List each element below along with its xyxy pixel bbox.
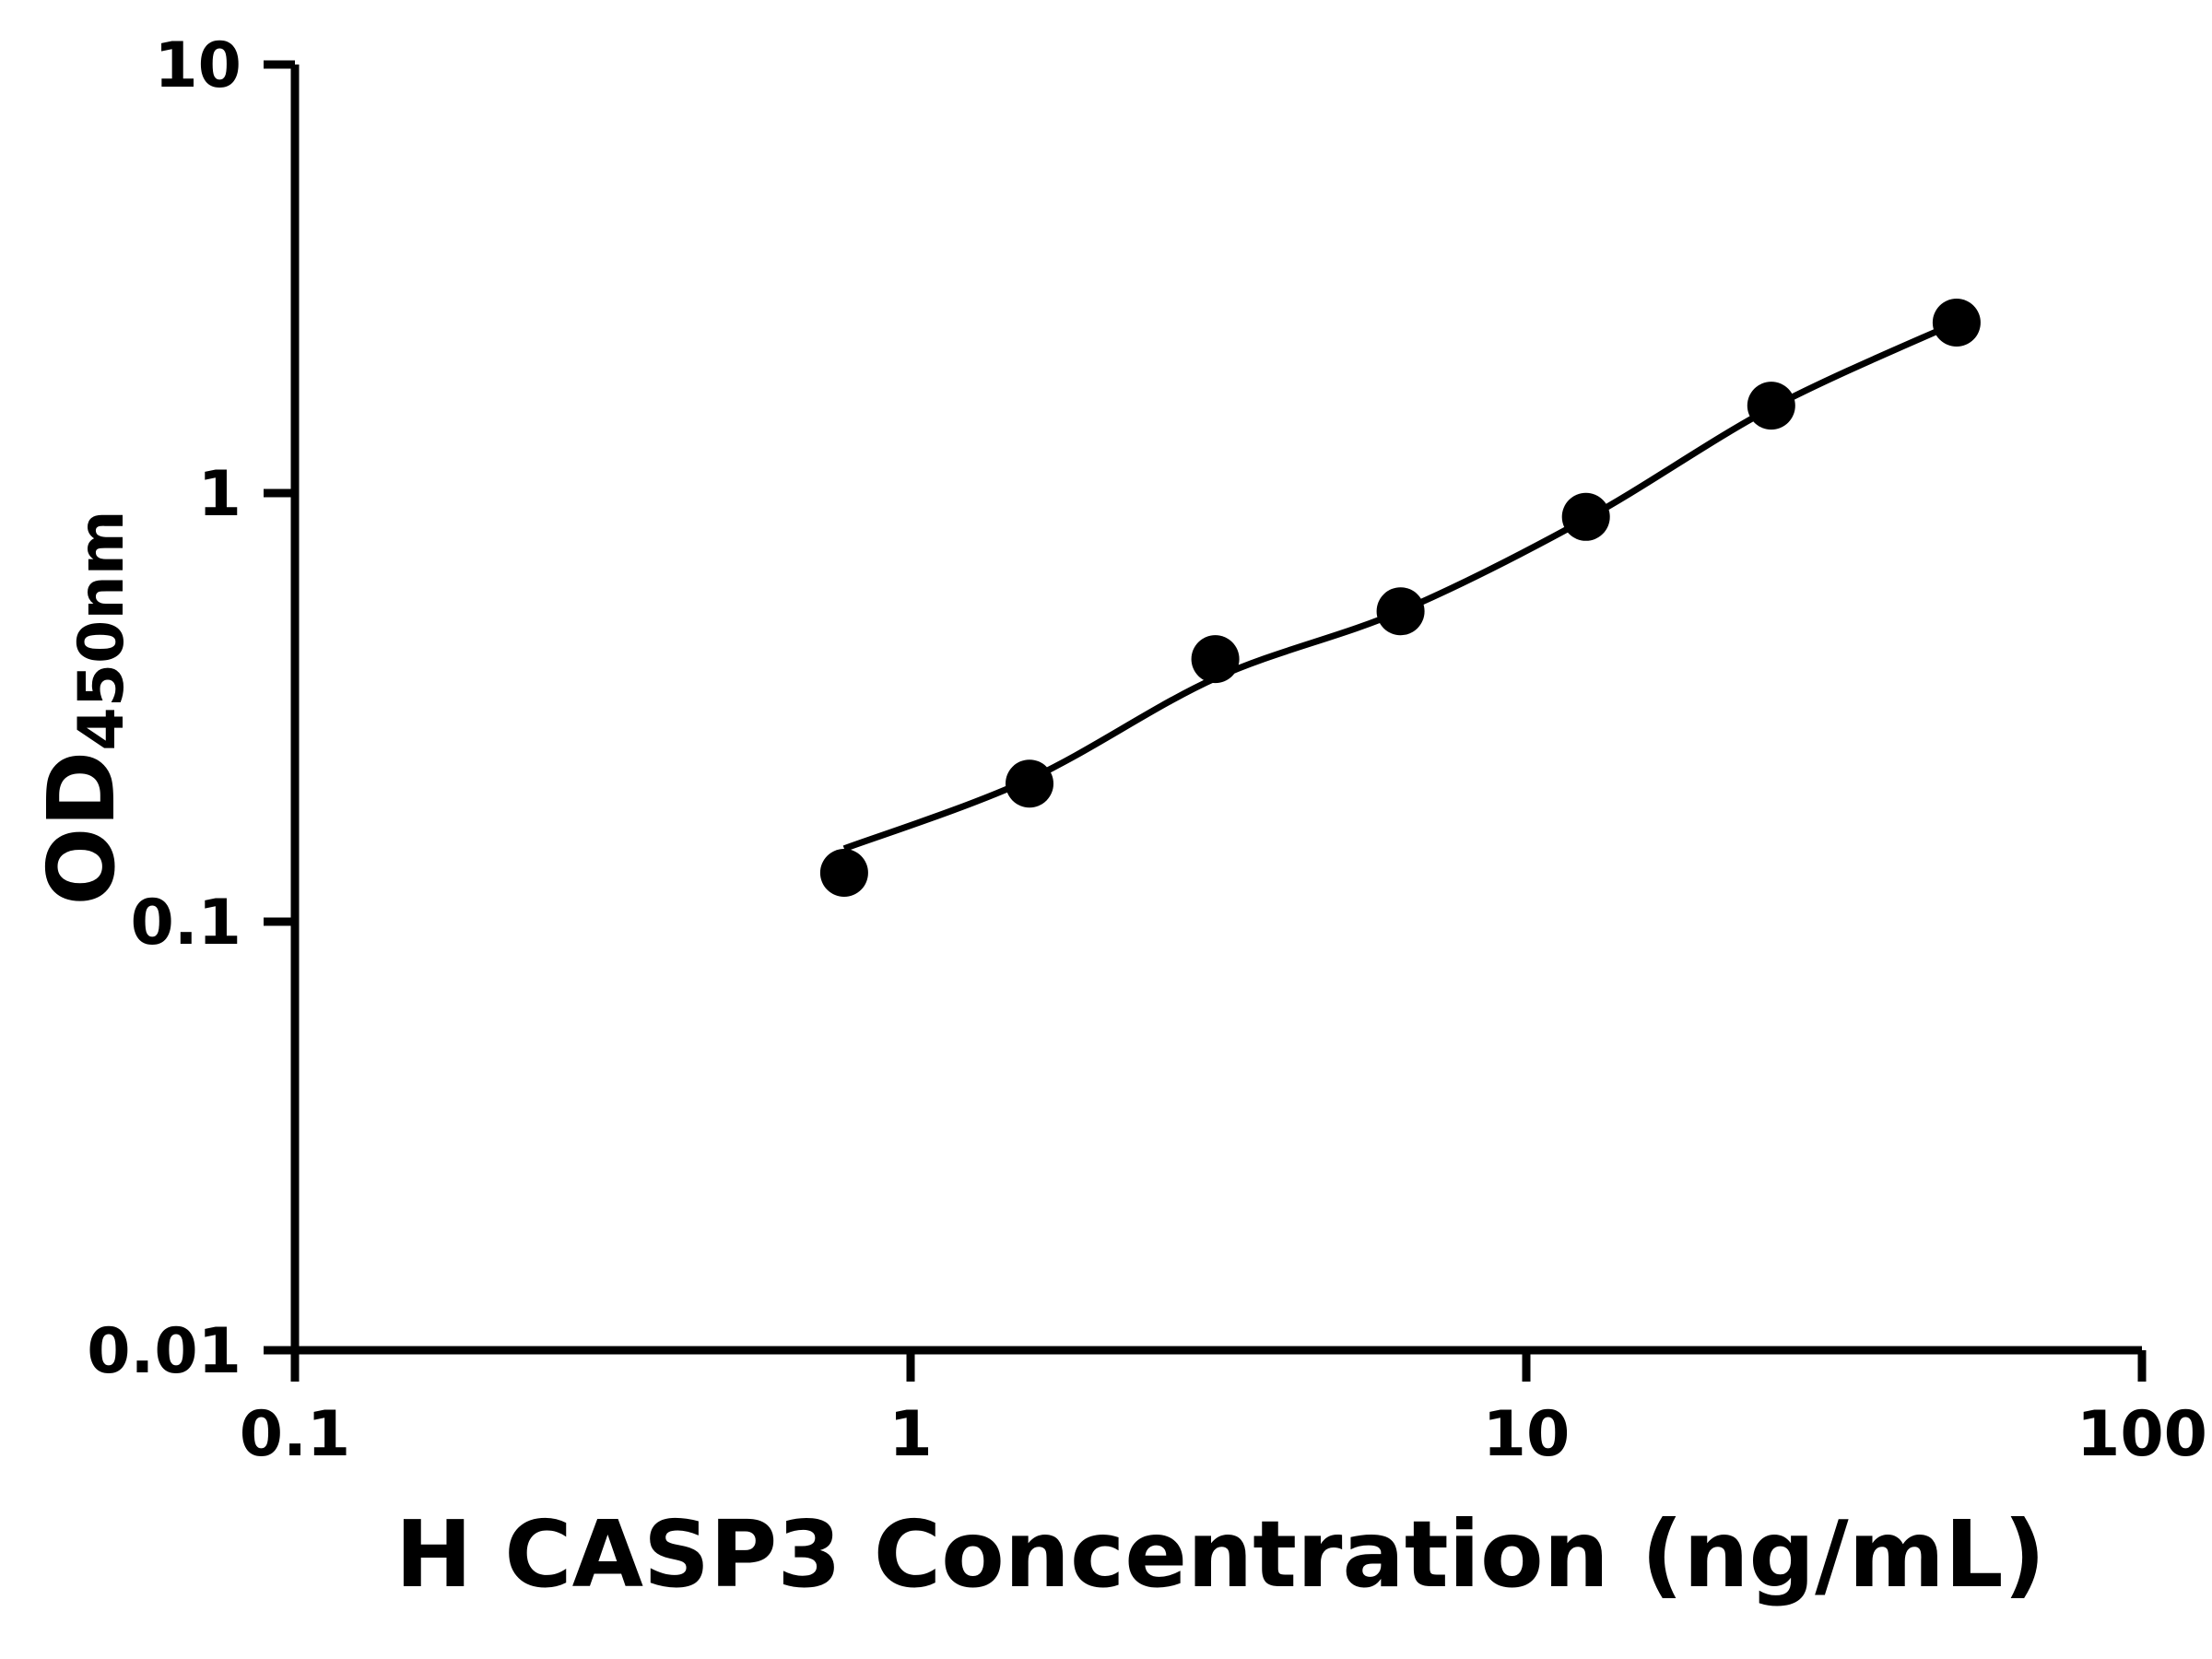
y-axis-tick-label: 1 [198, 458, 241, 531]
x-axis-tick-label: 1 [888, 1398, 932, 1471]
y-axis-title-subscript: 450nm [65, 510, 138, 751]
data-point [1932, 299, 1981, 347]
x-axis-tick-label: 0.1 [240, 1398, 350, 1471]
y-axis-tick-label: 10 [154, 29, 241, 102]
data-point [819, 849, 868, 897]
x-axis-title: H CASP3 Concentration (ng/mL) [394, 1500, 2046, 1608]
y-axis-title-base: OD [28, 750, 136, 906]
y-axis-tick-label: 0.1 [131, 887, 241, 959]
y-axis-tick-label: 0.01 [87, 1315, 241, 1388]
data-point [1376, 587, 1425, 636]
data-point [1006, 759, 1053, 808]
x-axis-tick-label: 10 [1483, 1398, 1571, 1471]
y-axis-title: OD450nm [28, 510, 138, 905]
x-axis-tick-label: 100 [2077, 1398, 2207, 1471]
data-point [1747, 382, 1795, 430]
data-point [1191, 635, 1240, 684]
data-point [1561, 492, 1610, 541]
